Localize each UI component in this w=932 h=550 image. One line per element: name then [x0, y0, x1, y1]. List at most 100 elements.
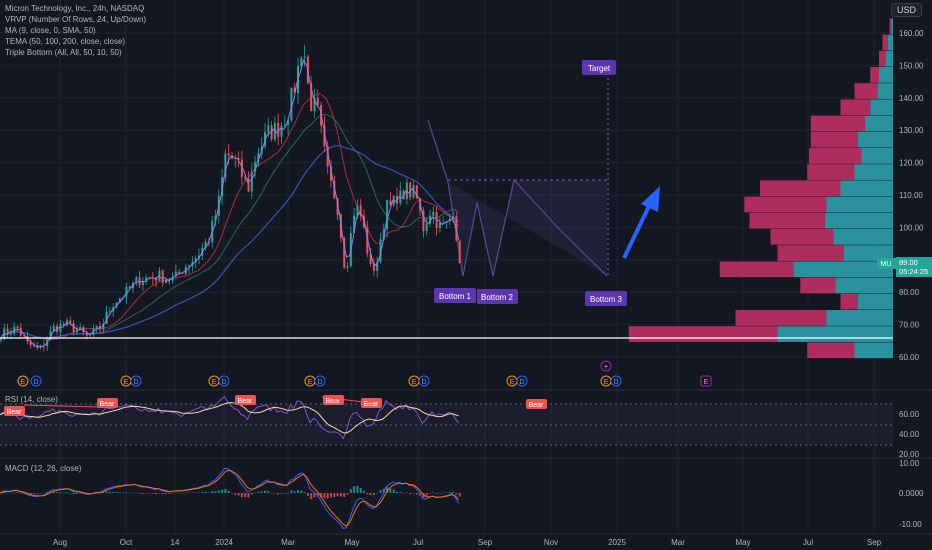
macd-bar	[132, 492, 134, 494]
time-tick: Jul	[803, 538, 813, 547]
macd-bar	[320, 493, 323, 498]
candle-body	[254, 162, 257, 172]
candle-body	[89, 334, 92, 336]
macd-bar	[112, 491, 115, 493]
macd-bar	[75, 493, 78, 494]
candle-body	[125, 286, 128, 298]
candle-body	[389, 200, 392, 205]
candle-body	[102, 323, 105, 330]
dividend-letter: D	[133, 379, 138, 386]
macd-bar	[392, 489, 395, 493]
macd-bar	[313, 493, 316, 498]
candle-body	[59, 324, 62, 333]
candle-body	[174, 271, 177, 277]
macd-bar	[198, 492, 200, 493]
macd-bar	[310, 493, 313, 500]
vp-row-down	[807, 164, 855, 180]
macd-bar	[6, 492, 9, 494]
macd-bar	[161, 493, 164, 495]
candle-body	[240, 159, 243, 178]
macd-bar	[363, 490, 365, 493]
bear-text: Bear	[529, 402, 544, 409]
candle-body	[85, 332, 88, 336]
earnings-letter: E	[412, 379, 417, 386]
candle-body	[273, 122, 276, 140]
macd-bar	[102, 492, 105, 493]
rsi-tick: 60.00	[899, 410, 920, 419]
macd-bar	[115, 492, 118, 493]
rsi-ma-line	[0, 401, 459, 434]
last-price-tag: MU 89.00 05:24:25	[877, 257, 932, 277]
dividend-icon	[218, 375, 230, 387]
dividend-icon	[516, 375, 528, 387]
vp-row-up	[793, 261, 893, 278]
macd-bar	[455, 493, 458, 495]
earnings-letter: E	[21, 379, 26, 386]
macd-bar	[349, 489, 352, 493]
macd-bar	[231, 493, 233, 494]
macd-bar	[79, 493, 82, 494]
macd-bar	[445, 492, 448, 493]
dividend-letter: D	[519, 379, 524, 386]
price-tick: 160.00	[899, 29, 924, 38]
dividend-icon	[418, 375, 430, 387]
candle-body	[244, 177, 247, 179]
currency-button[interactable]: USD	[890, 3, 922, 17]
macd-bar	[257, 491, 260, 493]
macd-bar	[122, 492, 125, 494]
vp-row-down	[879, 50, 886, 67]
rsi-title[interactable]: RSI (14, close)	[5, 395, 58, 404]
candle-body	[300, 57, 303, 66]
macd-bar	[191, 492, 194, 493]
candle-body	[409, 182, 412, 198]
macd-bar	[442, 492, 445, 494]
earnings-letter: E	[308, 379, 313, 386]
candle-body	[95, 325, 98, 329]
macd-title[interactable]: MACD (12, 26, close)	[5, 464, 82, 473]
macd-bar	[62, 492, 65, 494]
candle-body	[204, 241, 207, 248]
indicator-tema[interactable]: TEMA (50, 100, 200, close, close)	[5, 37, 126, 46]
candle-body	[0, 339, 2, 341]
macd-bar	[181, 493, 184, 494]
vp-row-down	[744, 196, 827, 213]
vp-row-down	[800, 277, 836, 294]
macd-bar	[273, 492, 276, 494]
vp-row-up	[826, 196, 893, 213]
time-tick: 2024	[215, 538, 233, 547]
indicator-vrvp[interactable]: VRVP (Number Of Rows, 24, Up/Down)	[5, 15, 147, 24]
macd-bar	[118, 492, 121, 493]
bear-badge	[97, 398, 118, 408]
macd-bar	[353, 486, 356, 493]
macd-bar	[244, 493, 247, 498]
indicator-ma[interactable]: MA (9, close, 0, SMA, 50)	[5, 26, 96, 35]
candle-body	[326, 146, 329, 167]
time-tick: Mar	[281, 538, 295, 547]
macd-bar	[217, 490, 220, 493]
dividend-icon	[30, 375, 42, 387]
candle-body	[148, 277, 151, 279]
candle-body	[247, 178, 250, 192]
macd-bar	[194, 492, 197, 493]
macd-bar	[19, 493, 22, 494]
macd-bar	[13, 492, 16, 493]
vp-row-down	[854, 83, 878, 99]
svg-text:Bottom 1: Bottom 1	[439, 292, 472, 301]
time-axis: Aug Oct 14 2024 Mar May Jul Sep Nov 2025 Mar May Jul…	[53, 538, 882, 547]
macd-bar	[402, 493, 405, 494]
rsi-tick: 40.00	[899, 430, 920, 439]
bear-divergence-line	[23, 404, 101, 408]
macd-bar	[141, 493, 144, 494]
vp-row-up	[865, 115, 893, 132]
macd-bar	[280, 493, 283, 494]
svg-text:05:24:25: 05:24:25	[899, 267, 928, 276]
macd-bar	[174, 492, 177, 494]
bear-text: Bear	[364, 401, 379, 408]
candle-body	[310, 83, 313, 112]
macd-bar	[343, 493, 346, 497]
candle-body	[82, 326, 85, 333]
dividend-letter: D	[33, 379, 38, 386]
indicator-triple-bottom[interactable]: Triple Bottom (All, All, 50, 10, 50)	[5, 48, 122, 57]
macd-bar	[399, 491, 402, 493]
